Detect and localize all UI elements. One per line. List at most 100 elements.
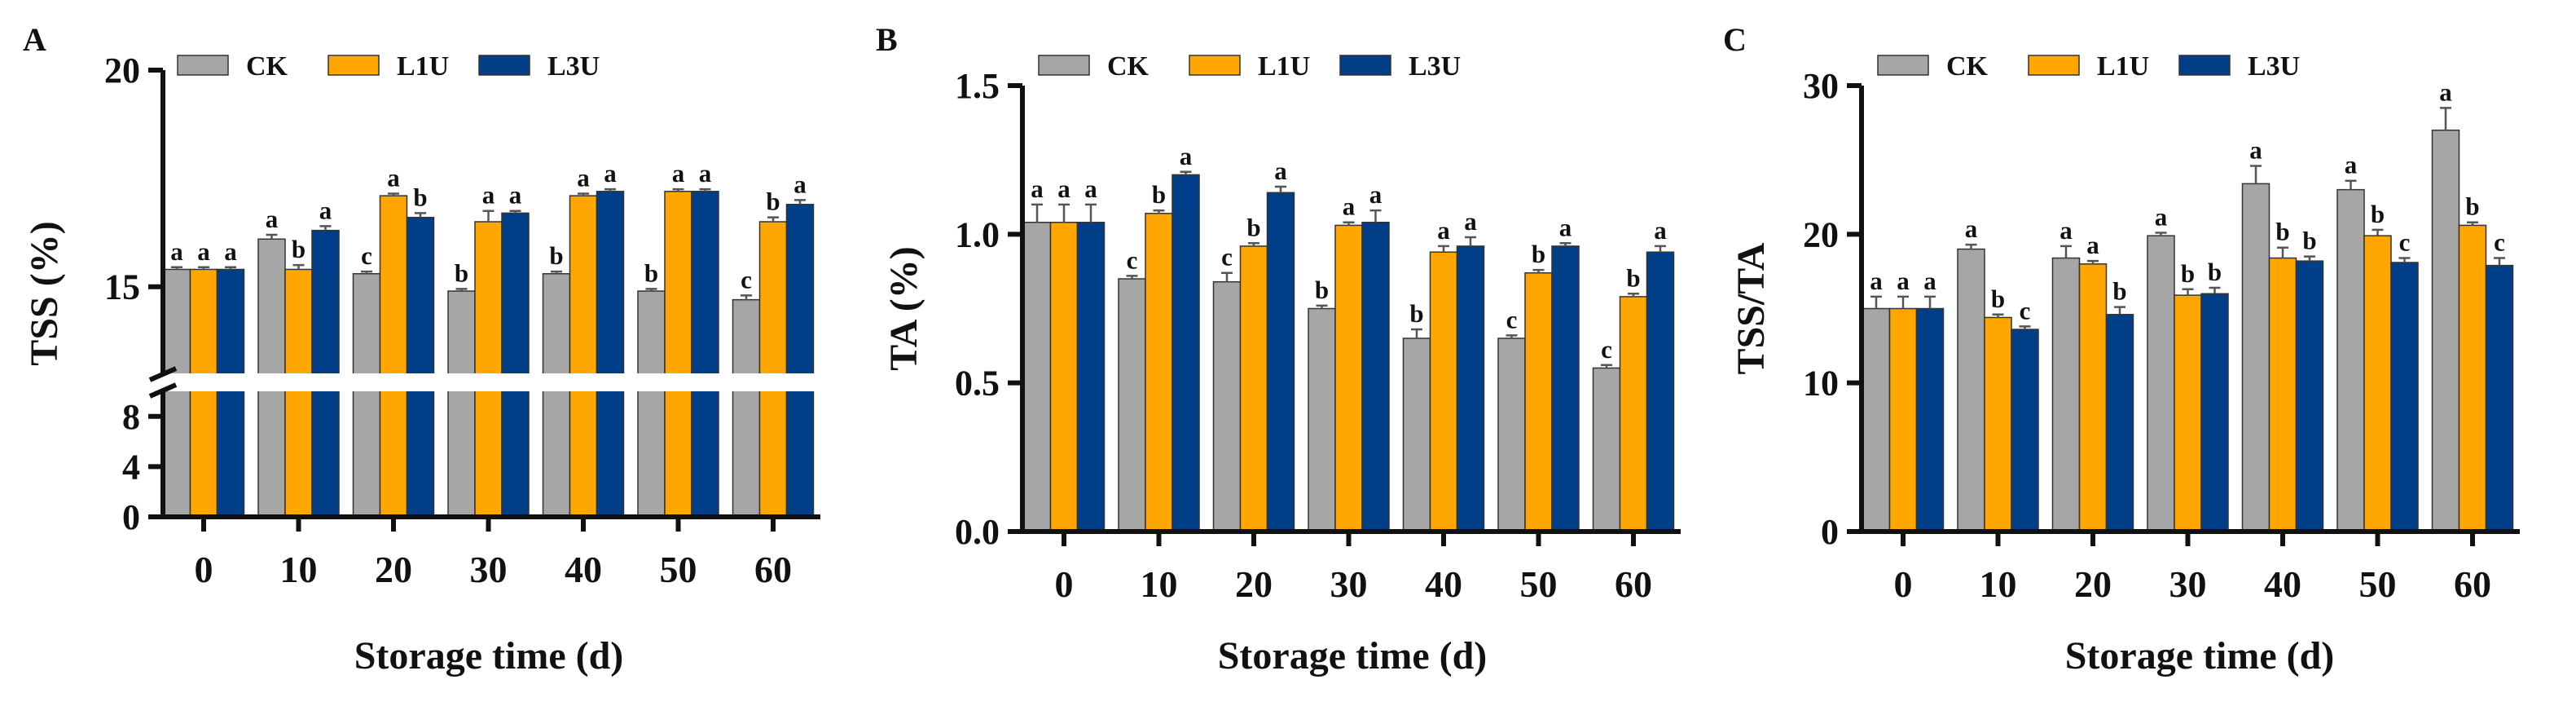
panel-a-sig-letter-l1u-30: a xyxy=(482,181,495,210)
panel-c-sig-letter-l3u-30: b xyxy=(2208,258,2222,286)
panel-c-errorbar-ck-60 xyxy=(2440,107,2451,130)
panel-a-ytick-label-8: 8 xyxy=(122,397,140,437)
panel-b-bar-l1u-10 xyxy=(1145,213,1173,532)
panel-a-bar-ck-40 xyxy=(542,273,571,518)
panel-c-sig-letter-ck-30: a xyxy=(2155,203,2168,232)
panel-a-sig-letter-l1u-20: a xyxy=(387,163,400,192)
panel-c-bar-ck-40 xyxy=(2241,183,2270,532)
panel-a-ytick-label-20: 20 xyxy=(104,51,140,90)
panel-b-sig-letter-ck-30: b xyxy=(1315,276,1329,304)
panel-b-sig-letter-l3u-30: a xyxy=(1369,180,1383,209)
panel-b-bar-ck-60 xyxy=(1592,367,1621,532)
panel-c-errorbar-ck-0 xyxy=(1870,295,1882,309)
panel-b-bar-l3u-40 xyxy=(1456,245,1485,532)
panel-c-sig-letter-ck-0: a xyxy=(1870,267,1883,295)
panel-a-xtick-label-0: 0 xyxy=(195,549,213,590)
panel-b-bar-l1u-0 xyxy=(1049,221,1079,532)
panel-b-errorbar-l1u-10 xyxy=(1153,209,1165,214)
panel-c-bar-ck-60 xyxy=(2431,129,2460,532)
panel-c-legend-swatch-l1u xyxy=(2028,55,2080,76)
panel-a-bar-l3u-40 xyxy=(596,191,625,518)
panel-b-sig-letter-l3u-20: a xyxy=(1274,157,1287,185)
panel-b-bar-l3u-20 xyxy=(1266,192,1295,532)
panel-c-xtick-label-20: 20 xyxy=(2074,563,2112,605)
panel-b-bar-l1u-30 xyxy=(1334,224,1363,532)
panel-c-bar-l1u-0 xyxy=(1888,307,1918,532)
panel-c-errorbar-l3u-20 xyxy=(2114,306,2125,315)
panel-b-errorbar-l3u-60 xyxy=(1655,245,1666,253)
panel-b-legend-swatch-l1u xyxy=(1189,55,1241,76)
panel-c-sig-letter-l1u-30: b xyxy=(2181,259,2195,288)
panel-a-bar-l3u-0 xyxy=(216,268,245,518)
panel-c-sig-letter-l1u-10: b xyxy=(1991,285,2005,313)
panel-b-ytick-label-0.0: 0.0 xyxy=(955,512,1000,552)
panel-b-ytick-label-1.5: 1.5 xyxy=(955,66,1000,106)
panel-a-errorbar-ck-20 xyxy=(361,270,372,274)
panel-a-xtick-label-30: 30 xyxy=(470,549,508,590)
panel-a-ytick-label-4: 4 xyxy=(122,447,140,487)
panel-a-ytick-label-0: 0 xyxy=(122,497,140,537)
panel-b-errorbar-ck-60 xyxy=(1601,364,1612,368)
panel-c-bar-ck-10 xyxy=(1957,248,1985,532)
panel-a-y-axis-title: TSS (%) xyxy=(23,221,66,365)
panel-a-sig-letter-l3u-30: a xyxy=(509,181,522,210)
panel-b-errorbar-l3u-0 xyxy=(1085,203,1097,223)
panel-b-errorbar-ck-30 xyxy=(1316,304,1328,309)
panel-a-bar-l3u-20 xyxy=(406,216,435,518)
panel-b-xtick-label-30: 30 xyxy=(1330,563,1368,605)
panel-b-bar-ck-0 xyxy=(1022,221,1052,532)
panel-c-errorbar-l3u-0 xyxy=(1924,295,1936,309)
panel-c-bar-l3u-20 xyxy=(2105,314,2134,532)
panel-a-errorbar-ck-60 xyxy=(741,294,752,300)
panel-c-y-axis-title: TSS/TA xyxy=(1730,242,1773,374)
panel-b-errorbar-ck-50 xyxy=(1506,334,1518,338)
panel-b-errorbar-l3u-50 xyxy=(1559,242,1572,246)
panel-c-bar-l3u-0 xyxy=(1915,307,1945,532)
panel-b-sig-letter-l1u-50: b xyxy=(1532,240,1545,268)
panel-b-legend-label-ck: CK xyxy=(1107,51,1150,82)
panel-a-errorbar-l1u-40 xyxy=(578,192,589,196)
panel-b-legend-label-l3u: L3U xyxy=(1409,51,1461,82)
panel-c-bar-l3u-40 xyxy=(2295,260,2324,532)
panel-b-errorbar-l1u-50 xyxy=(1532,268,1545,273)
panel-b-legend-swatch-ck xyxy=(1038,55,1090,76)
panel-a-sig-letter-ck-60: c xyxy=(741,265,752,293)
panel-b-sig-letter-ck-20: c xyxy=(1221,243,1233,271)
panel-a-legend-label-l3u: L3U xyxy=(547,51,600,82)
panel-a-bar-ck-60 xyxy=(732,298,761,518)
panel-c-errorbar-l1u-10 xyxy=(1992,313,2004,318)
panel-c-errorbar-ck-50 xyxy=(2345,179,2357,190)
panel-b-bar-ck-40 xyxy=(1402,338,1431,532)
panel-c-xtick-label-60: 60 xyxy=(2454,563,2491,605)
panel-a-errorbar-ck-0 xyxy=(171,266,182,270)
panel-c-sig-letter-l3u-0: a xyxy=(1923,267,1936,295)
panel-b-sig-letter-l1u-30: a xyxy=(1343,192,1356,221)
panel-a-sig-letter-l1u-50: a xyxy=(672,159,685,188)
panel-c-sig-letter-ck-10: a xyxy=(1965,214,1978,243)
panel-c-bar-l1u-40 xyxy=(2268,257,2297,532)
panel-a-errorbar-ck-10 xyxy=(266,233,278,240)
panel-a-errorbar-ck-30 xyxy=(455,288,468,292)
panel-b-xtick-label-0: 0 xyxy=(1055,563,1074,605)
panel-c-bar-ck-20 xyxy=(2051,257,2081,532)
panel-a-bar-l1u-60 xyxy=(758,221,788,518)
panel-a-xtick-label-40: 40 xyxy=(565,549,602,590)
panel-a-sig-letter-l3u-0: a xyxy=(224,237,237,266)
panel-c-bar-l1u-30 xyxy=(2174,294,2202,532)
panel-a-sig-letter-l3u-60: a xyxy=(793,170,807,198)
panel-a-errorbar-l3u-0 xyxy=(225,266,236,270)
panel-a-sig-letter-ck-40: b xyxy=(549,241,563,270)
panel-b-bar-ck-30 xyxy=(1308,307,1336,532)
panel-c-label: C xyxy=(1723,21,1747,58)
panel-c-sig-letter-ck-20: a xyxy=(2059,216,2073,245)
panel-c-bar-l1u-50 xyxy=(2363,235,2392,532)
panel-a-bar-l3u-60 xyxy=(785,203,815,518)
panel-c-sig-letter-l1u-20: a xyxy=(2086,231,2099,259)
panel-a-errorbar-l3u-60 xyxy=(794,199,806,205)
panel-b-x-axis-title: Storage time (d) xyxy=(1218,634,1488,677)
panel-a-break-mark-bottom xyxy=(148,382,178,399)
panel-a-xtick-label-50: 50 xyxy=(660,549,697,590)
panel-c-sig-letter-l1u-50: b xyxy=(2371,200,2385,228)
panel-a-sig-letter-l3u-40: a xyxy=(604,159,617,188)
